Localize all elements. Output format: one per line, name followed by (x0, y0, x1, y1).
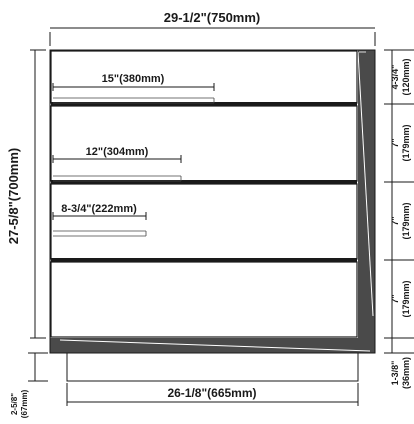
drawer-front-4 (50, 261, 358, 338)
svg-text:7": 7" (390, 216, 400, 225)
drawer-height-inch-3: 7" (390, 216, 400, 225)
base-height-inch: 1-3/8" (390, 361, 400, 386)
svg-text:1-3/8": 1-3/8" (390, 361, 400, 386)
drawer-height-mm-1: (120mm) (401, 58, 411, 95)
overall-width-label: 29-1/2"(750mm) (164, 10, 261, 25)
drawer-box-2 (53, 175, 182, 182)
inner-width-label: 26-1/8"(665mm) (167, 386, 256, 400)
drawer-depth-label-1: 15"(380mm) (102, 73, 165, 85)
svg-text:7": 7" (390, 294, 400, 303)
drawer-box-3 (53, 230, 147, 237)
plinth-height-mm: (67mm) (20, 389, 29, 418)
drawer-height-inch-2: 7" (390, 138, 400, 147)
plinth-height-inch: 2-5/8" (10, 393, 19, 415)
drawer-height-mm-4: (179mm) (401, 280, 411, 317)
drawer-height-inch-4: 7" (390, 294, 400, 303)
svg-text:(36mm): (36mm) (401, 357, 411, 389)
drawer-height-inch-1: 4-3/4" (390, 65, 400, 90)
plinth-height-dimension: 2-5/8" (67mm) (10, 352, 48, 418)
drawer-depth-label-2: 12"(304mm) (86, 146, 149, 158)
drawer-box-1 (53, 97, 215, 104)
svg-text:(179mm): (179mm) (401, 124, 411, 161)
drawer-front-3 (50, 183, 358, 260)
drawer-front-2 (50, 105, 358, 182)
drawer-depth-dimension-2: 12"(304mm) (52, 146, 182, 163)
svg-text:(179mm): (179mm) (401, 280, 411, 317)
svg-text:(120mm): (120mm) (401, 58, 411, 95)
svg-text:7": 7" (390, 138, 400, 147)
overall-height-label: 27-5/8"(700mm) (6, 148, 21, 245)
svg-text:(67mm): (67mm) (20, 389, 29, 418)
plinth (66, 352, 359, 382)
overall-height-dimension: 27-5/8"(700mm) (6, 49, 46, 339)
inner-width-dimension: 26-1/8"(665mm) (66, 383, 359, 406)
side-panel-diagonal (357, 51, 374, 317)
drawer-front-1 (50, 50, 358, 104)
svg-text:4-3/4": 4-3/4" (390, 65, 400, 90)
drawer-depth-label-3: 8-3/4"(222mm) (61, 203, 137, 215)
svg-text:2-5/8": 2-5/8" (10, 393, 19, 415)
base-height-mm: (36mm) (401, 357, 411, 389)
drawer-depth-dimension-3: 8-3/4"(222mm) (52, 203, 147, 220)
drawer-height-dimensions: 4-3/4" (120mm) 7" (179mm) 7" (179mm) 7" … (384, 49, 414, 389)
drawer-depth-dimension-1: 15"(380mm) (52, 73, 215, 91)
drawer-height-mm-3: (179mm) (401, 202, 411, 239)
cabinet-body (49, 49, 376, 354)
overall-width-dimension: 29-1/2"(750mm) (49, 10, 376, 46)
drawer-height-mm-2: (179mm) (401, 124, 411, 161)
svg-text:(179mm): (179mm) (401, 202, 411, 239)
base-diagonal (59, 339, 371, 352)
